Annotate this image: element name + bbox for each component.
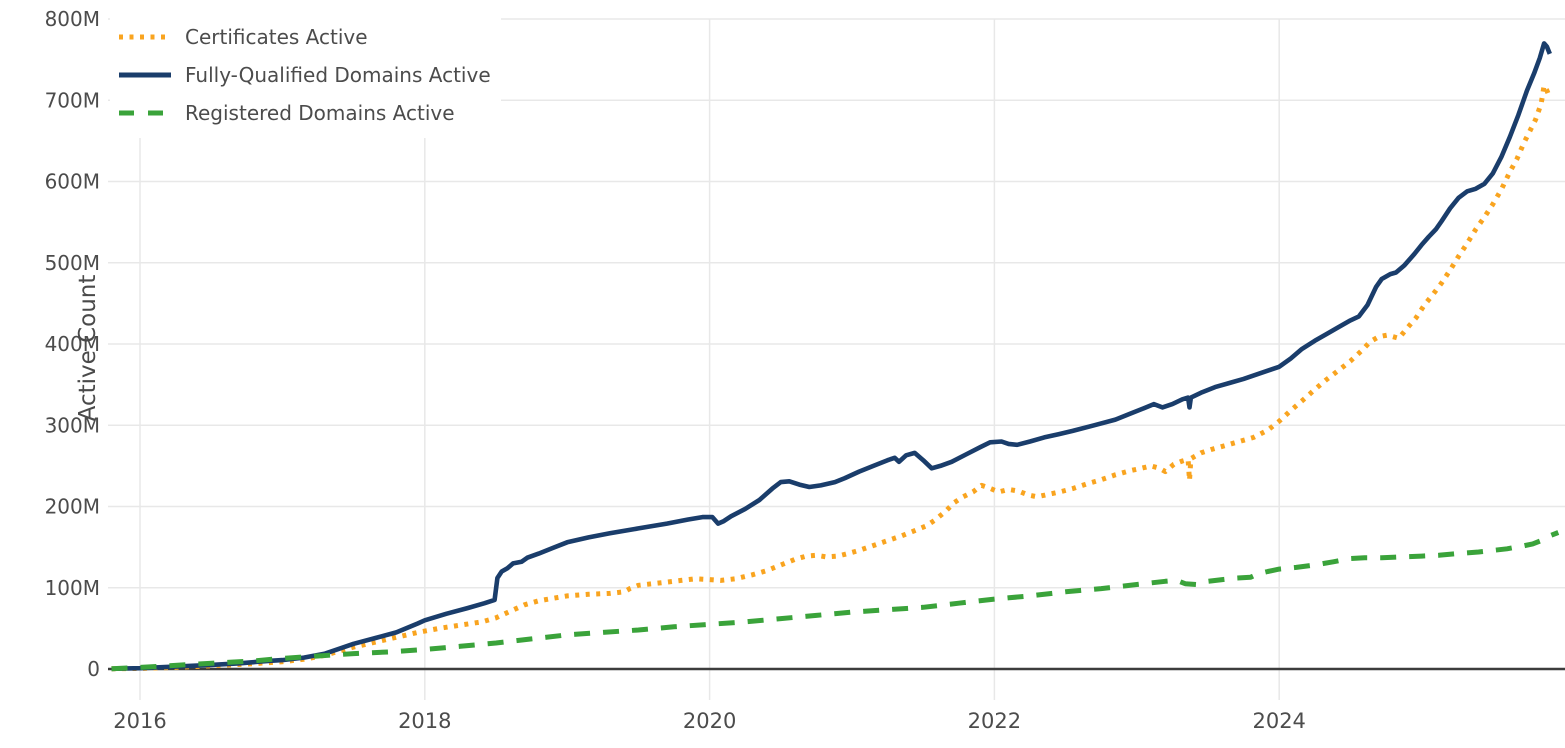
y-tick-label: 600M [45,170,100,194]
y-tick-label: 100M [45,576,100,600]
y-tick-label: 700M [45,88,100,112]
legend-item-registered-domains-active[interactable]: Registered Domains Active [118,94,491,132]
y-tick-label: 400M [45,332,100,356]
y-tick-label: 0 [87,657,100,681]
series-line-certificates-active[interactable] [111,83,1553,672]
legend-label: Fully-Qualified Domains Active [185,63,491,87]
y-tick-label: 200M [45,495,100,519]
x-tick-label: 2016 [113,709,166,733]
legend-item-certificates-active[interactable]: Certificates Active [118,18,491,56]
legend-label: Registered Domains Active [185,101,455,125]
registered-domains-swatch-icon [119,110,171,116]
y-tick-label: 300M [45,413,100,437]
legend: Certificates Active Fully-Qualified Doma… [110,12,501,138]
certificates-active-swatch-icon [119,34,171,40]
x-tick-label: 2022 [968,709,1021,733]
x-tick-label: 2020 [683,709,736,733]
x-tick-label: 2018 [398,709,451,733]
series-line-registered-domains-active[interactable] [111,530,1560,672]
fully-qualified-domains-swatch-icon [119,72,171,78]
y-axis-title: Active Count [75,274,101,422]
series-line-fully-qualified-domains-active[interactable] [111,41,1552,672]
y-tick-label: 500M [45,251,100,275]
legend-item-fully-qualified-domains-active[interactable]: Fully-Qualified Domains Active [118,56,491,94]
x-tick-label: 2024 [1252,709,1305,733]
y-tick-label: 800M [45,7,100,31]
legend-label: Certificates Active [185,25,368,49]
